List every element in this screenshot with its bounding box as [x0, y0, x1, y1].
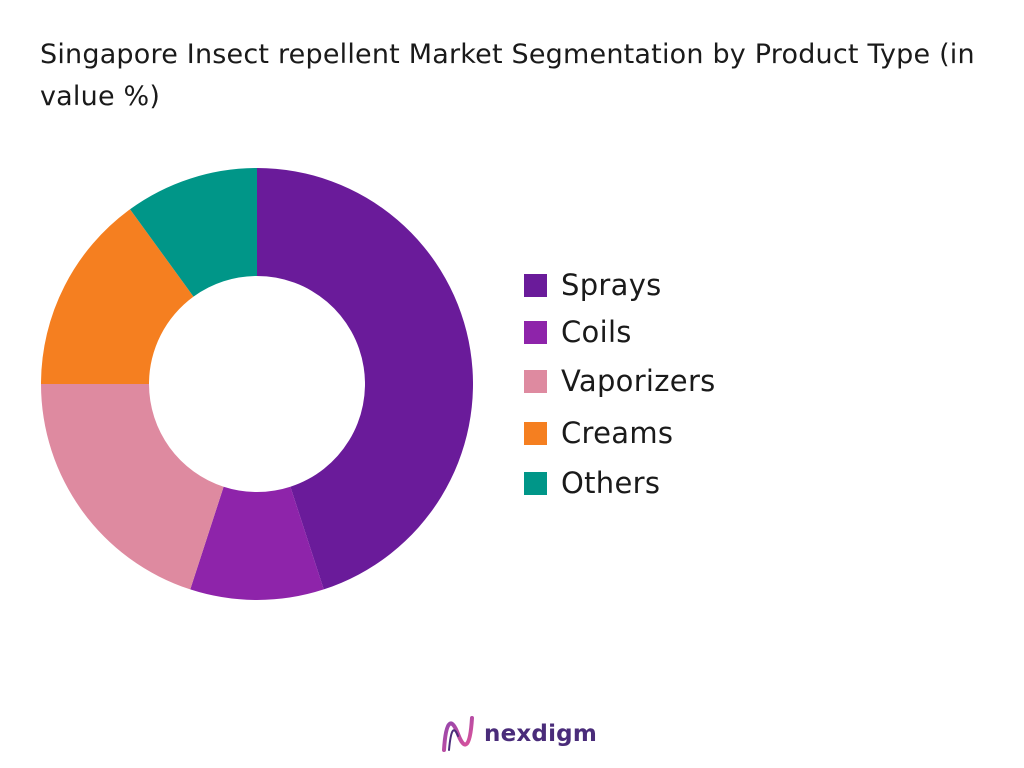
legend-swatch — [524, 421, 547, 445]
legend-item-sprays: Sprays — [524, 262, 716, 308]
donut-slice-others — [130, 168, 257, 297]
legend-swatch — [524, 273, 547, 297]
legend-label: Others — [561, 466, 661, 500]
legend-item-creams: Creams — [524, 406, 716, 460]
donut-slice-sprays — [257, 168, 474, 590]
legend-label: Sprays — [561, 268, 662, 302]
legend-swatch — [524, 471, 547, 495]
legend-label: Creams — [561, 416, 674, 450]
donut-slice-vaporizers — [41, 384, 224, 590]
legend-swatch — [524, 369, 547, 393]
chart-title: Singapore Insect repellent Market Segmen… — [40, 39, 975, 112]
donut-slice-creams — [41, 209, 194, 384]
brand-name: nexdigm — [484, 721, 597, 747]
chart-legend: Sprays Coils Vaporizers Creams Others — [524, 262, 716, 506]
legend-item-coils: Coils — [524, 308, 716, 356]
brand-logo: nexdigm — [440, 714, 597, 754]
legend-swatch — [524, 320, 547, 344]
donut-slices — [41, 168, 474, 600]
legend-item-vaporizers: Vaporizers — [524, 356, 716, 406]
legend-item-others: Others — [524, 460, 716, 506]
legend-label: Vaporizers — [561, 364, 716, 398]
legend-label: Coils — [561, 315, 632, 349]
donut-slice-coils — [190, 486, 324, 600]
nexdigm-wave-logo-icon — [442, 716, 474, 752]
